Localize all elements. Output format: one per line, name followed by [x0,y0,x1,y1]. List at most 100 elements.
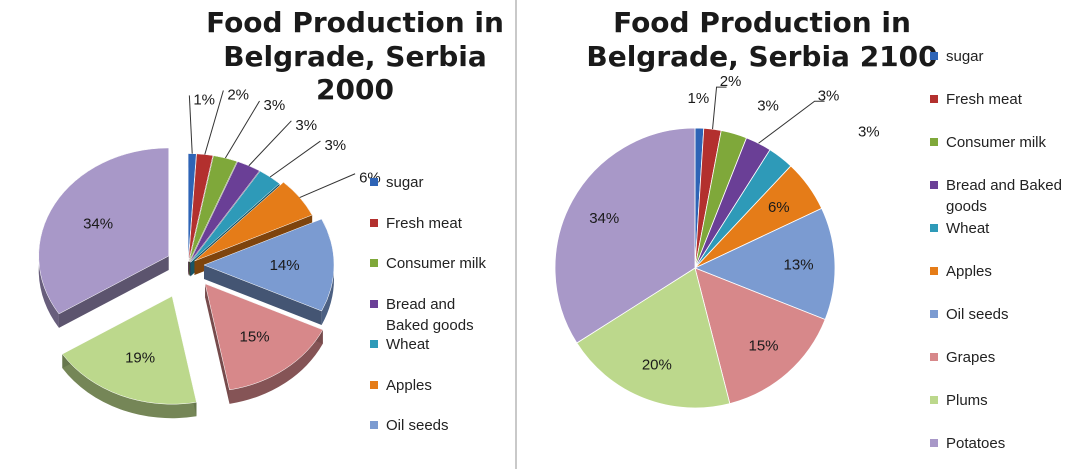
legend-swatch [370,380,378,389]
leader-line [712,86,727,130]
pie-slice-plums: 20% [576,267,731,409]
legend-swatch [370,421,378,429]
data-label-wheat: 3% [858,123,880,140]
legend-item-consumer-milk: Consumer milk [930,132,1046,153]
legend-item-oil-seeds: Oil seeds [930,304,1009,325]
slice-side [62,354,197,419]
pie-chart-2000: 1%2%3%3%3%6%14%15%19%34% [38,86,381,419]
data-label-potatoes: 34% [589,210,619,227]
legend-swatch [930,267,938,275]
data-label-plums: 19% [125,350,155,367]
pie-slice-oil-seeds: 13% [693,207,836,321]
legend-item-potatoes: Potatoes [930,433,1005,454]
slice-face [576,267,731,409]
pie-slice-potatoes: 34% [38,147,169,328]
legend-item-apples: Apples [370,375,432,396]
data-label-oil-seeds: 13% [784,257,814,274]
legend-item-fresh-meat: Fresh meat [930,89,1022,110]
legend-item-wheat: Wheat [930,218,989,239]
legend-label: Plums [946,392,988,409]
legend-label: Fresh meat [946,91,1022,108]
leader-line [188,95,193,154]
legend-label: Bread and Baked goods [386,295,474,334]
leader-line [204,90,224,155]
slice-top [189,161,260,263]
data-label-wheat: 3% [324,137,346,154]
legend-label: Oil seeds [386,417,449,434]
legend-item-sugar: sugar [930,46,984,67]
data-label-grapes: 15% [748,338,778,355]
legend-label: Potatoes [946,435,1006,452]
slice-side [229,329,323,404]
pie-slice-grapes: 15% [204,283,324,404]
slice-wall [204,265,322,325]
legend-swatch [930,181,938,189]
legend-swatch [370,218,378,227]
data-label-potatoes: 34% [83,216,113,233]
legend-label: Consumer milk [386,255,487,272]
data-label-sugar: 1% [193,91,215,108]
leader-line [224,100,260,159]
legend-swatch [370,299,378,308]
leader-line [269,140,321,178]
legend-label: sugar [386,174,424,191]
legend-label: Consumer milk [946,134,1047,151]
legend-swatch [370,259,378,267]
legend-label: Fresh meat [386,214,462,232]
chart-panel-2100: Food Production in Belgrade, Serbia 2100… [517,0,1081,469]
slice-face [693,207,836,321]
pie-slice-consumer-milk: 3% [694,98,779,269]
data-label-consumer-milk: 3% [264,97,286,114]
legend-swatch [930,353,938,361]
slice-top [188,153,214,262]
slice-top [187,153,197,262]
legend-swatch [930,439,938,447]
legend-swatch [930,310,938,318]
pie-slice-oil-seeds: 14% [203,218,335,325]
data-label-sugar: 1% [688,90,710,107]
legend-label: Apples [386,376,432,394]
legend-item-grapes: Grapes [930,347,995,368]
data-label-grapes: 15% [240,329,270,346]
legend-item-wheat: Wheat [370,334,429,355]
pie-slice-plums: 19% [61,295,197,419]
legend-label: sugar [946,48,984,65]
legend-item-apples: Apples [930,261,992,282]
legend-label: Oil seeds [946,306,1009,323]
slice-wall [58,255,169,328]
legend-label: Apples [946,263,992,280]
legend-label: Wheat [946,220,990,237]
slice-top [203,218,335,312]
data-label-fresh-meat: 2% [720,73,742,90]
legend-item-consumer-milk: Consumer milk [370,253,486,274]
leader-line [299,173,356,198]
chart-title-2000: Food Production in Belgrade, Serbia 2000 [206,6,504,107]
slice-face [694,267,826,405]
slice-top [61,295,197,405]
pie-slice-grapes: 15% [694,267,826,405]
legend-item-fresh-meat: Fresh meat [370,213,462,234]
legend-label: Grapes [946,349,996,366]
chart-title-2100: Food Production in Belgrade, Serbia 2100 [586,6,938,73]
slice-top [38,147,169,315]
pie-slice-wheat: 3% [694,123,880,269]
legend-item-bread-and-baked-goods: Bread and Baked goods [370,294,474,336]
chart-panel-2000: Food Production in Belgrade, Serbia 2000… [0,0,515,469]
chart-divider [515,0,517,469]
slice-wall [205,283,230,404]
legend-item-bread-and-baked-goods: Bread and Baked goods [930,175,1062,217]
legend-swatch [930,396,938,404]
data-label-plums: 20% [642,356,672,373]
pie-chart-2100: 1% 2% 3% 3% 3% 6% 13% 15% 20% 34% [554,73,880,409]
data-label-consumer-milk: 3% [757,98,779,115]
legend-swatch [370,178,378,186]
slice-top [204,283,324,391]
data-label-bread-and-baked-goods: 3% [818,87,840,104]
legend-item-plums: Plums [930,390,988,411]
leader-line [758,100,825,144]
legend-item-sugar: sugar [370,172,424,193]
data-label-apples: 6% [768,199,790,216]
slice-face [554,127,696,344]
legend-swatch [930,95,938,103]
legend-label: Wheat [386,336,430,353]
